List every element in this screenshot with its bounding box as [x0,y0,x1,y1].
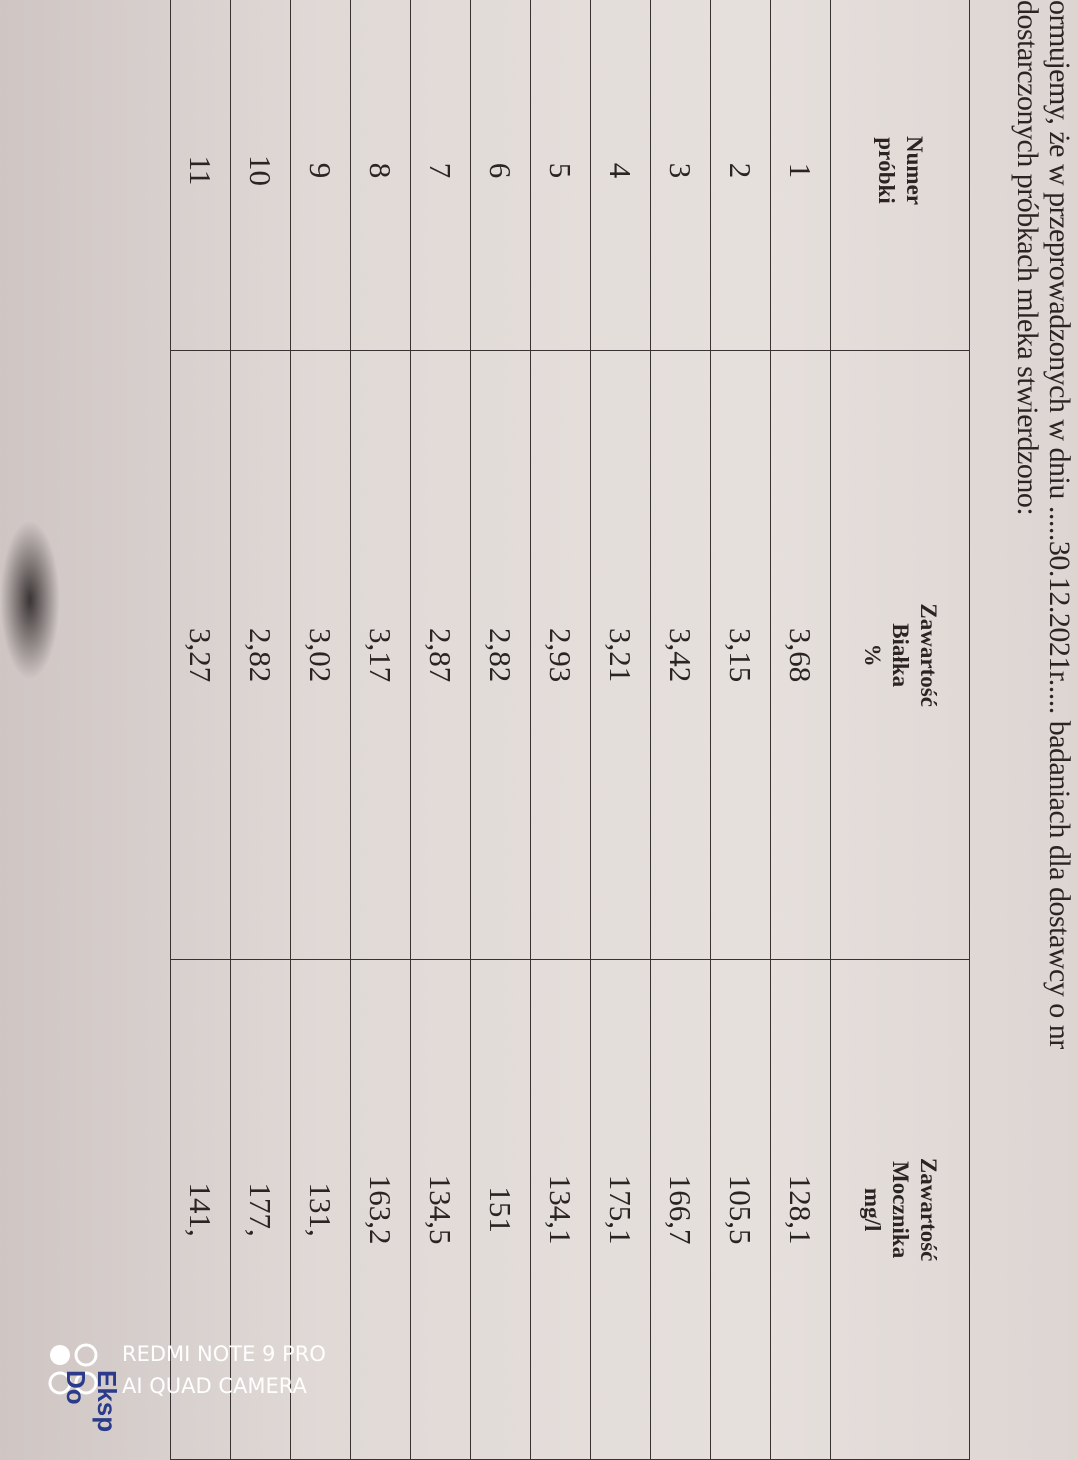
table-row: 1 3,68 128,1 [770,0,831,1460]
cell-protein: 3,68 [770,350,831,960]
cell-sample-number: 3 [650,0,711,351]
cell-sample-number: 6 [470,0,531,351]
header-urea: Zawartość Mocznika mg/l [830,959,970,1460]
table-row: 10 2,82 177, [230,0,291,1460]
intro-line-1: ormujemy, że w przeprowadzonych w dniu .… [1043,0,1076,1049]
cell-sample-number: 1 [770,0,831,351]
corner-stamp: Eksp Do [61,1370,122,1433]
cell-urea: 166,7 [650,959,711,1460]
table-row: 6 2,82 151 [470,0,531,1460]
finger-shadow [0,520,60,680]
camera-lens-icon [48,1343,98,1395]
cell-urea: 175,1 [590,959,651,1460]
cell-protein: 2,87 [410,350,471,960]
watermark-line-2: AI QUAD CAMERA [122,1374,307,1398]
table-row: 5 2,93 134,1 [530,0,591,1460]
table-header-row: Numer próbki Zawartość Białka% Zawartość Mo… [830,0,970,1460]
cell-protein: 3,02 [290,350,351,960]
results-table: Numer próbki Zawartość Białka% Zawartość Mo… [170,0,970,1460]
table-row: 2 3,15 105,5 [710,0,771,1460]
table-row: 8 3,17 163,2 [350,0,411,1460]
cell-sample-number: 11 [170,0,231,351]
cell-sample-number: 9 [290,0,351,351]
cell-urea: 134,1 [530,959,591,1460]
watermark-line-1: REDMI NOTE 9 PRO [122,1342,326,1366]
header-sample-number: Numer próbki [830,0,970,351]
table-row: 7 2,87 134,5 [410,0,471,1460]
cell-sample-number: 8 [350,0,411,351]
table-row: 4 3,21 175,1 [590,0,651,1460]
cell-protein: 3,42 [650,350,711,960]
table-row: 9 3,02 131, [290,0,351,1460]
table-row: 3 3,42 166,7 [650,0,711,1460]
cell-sample-number: 5 [530,0,591,351]
cell-protein: 3,17 [350,350,411,960]
cell-sample-number: 2 [710,0,771,351]
cell-urea: 105,5 [710,959,771,1460]
cell-urea: 163,2 [350,959,411,1460]
table-row: 11 3,27 141, [170,0,231,1460]
cell-protein: 2,82 [470,350,531,960]
cell-protein: 3,15 [710,350,771,960]
cell-urea: 134,5 [410,959,471,1460]
cell-urea: 128,1 [770,959,831,1460]
intro-line-2: dostarczonych próbkach mleka stwierdzono… [1011,0,1044,516]
cell-urea: 151 [470,959,531,1460]
cell-sample-number: 4 [590,0,651,351]
cell-protein: 3,21 [590,350,651,960]
header-protein: Zawartość Białka% [830,350,970,960]
cell-protein: 2,93 [530,350,591,960]
cell-sample-number: 7 [410,0,471,351]
cell-protein: 3,27 [170,350,231,960]
cell-protein: 2,82 [230,350,291,960]
cell-sample-number: 10 [230,0,291,351]
